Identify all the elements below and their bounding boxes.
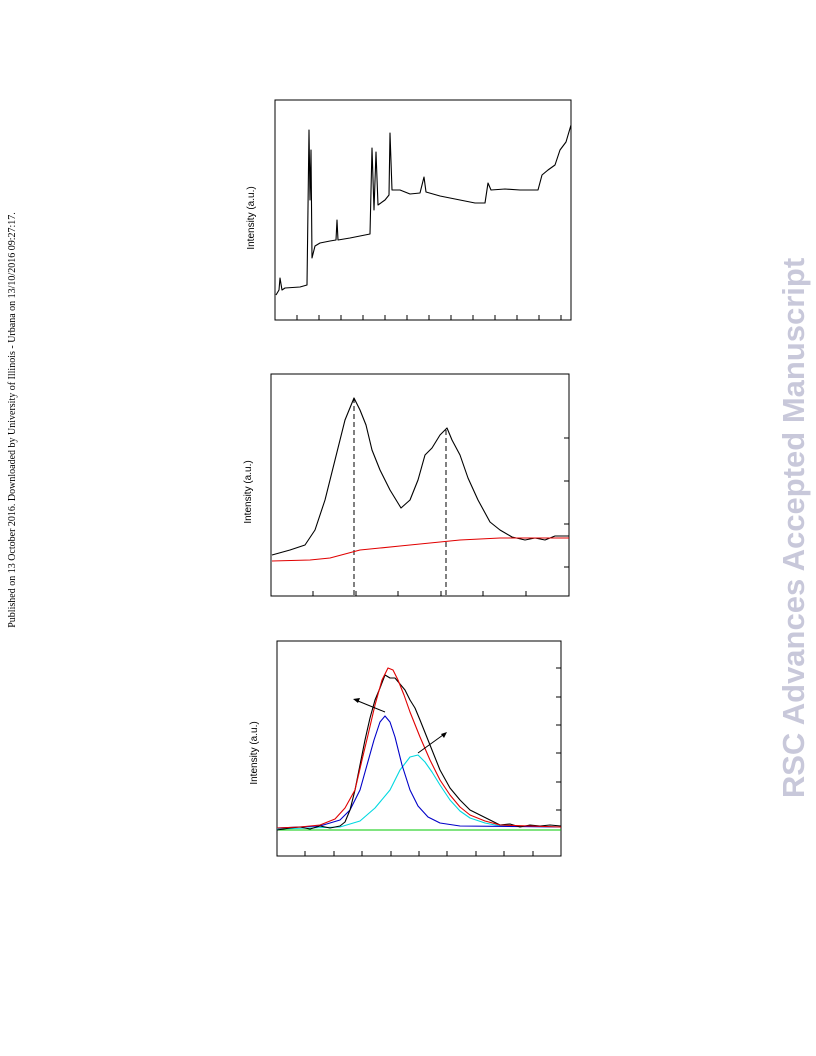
watermark: RSC Advances Accepted Manuscript [776, 258, 811, 798]
fit-component [276, 715, 562, 829]
fit-component [276, 754, 562, 830]
spectrum-line [271, 397, 569, 556]
spectrum-line [275, 124, 572, 296]
y-axis-label: Intensity (a.u.) [246, 186, 257, 249]
y-axis-label: Intensity (a.u.) [249, 721, 260, 784]
arrow [357, 700, 386, 713]
arrowhead [441, 732, 447, 738]
fit-envelope [276, 667, 562, 829]
arrowhead [353, 698, 360, 703]
plot-frame [270, 373, 570, 597]
plot-frame [274, 99, 572, 321]
tick-marks [304, 667, 561, 856]
plot-frame [276, 640, 562, 857]
sidebar-note: Published on 13 October 2016. Downloaded… [7, 212, 18, 628]
figure-panel: Intensity (a.u.) [243, 373, 570, 597]
tick-marks [312, 437, 569, 596]
figure-panel: Intensity (a.u.) [246, 99, 572, 321]
figure-panel: Intensity (a.u.) [249, 640, 562, 857]
tick-marks [296, 315, 562, 320]
arrow [417, 734, 444, 754]
background-line [271, 537, 569, 562]
y-axis-label: Intensity (a.u.) [243, 460, 254, 523]
